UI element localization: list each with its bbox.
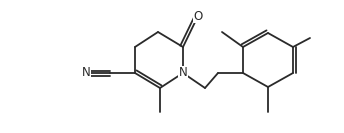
Text: N: N [179,66,187,80]
Text: O: O [193,9,203,22]
Text: N: N [82,66,90,80]
